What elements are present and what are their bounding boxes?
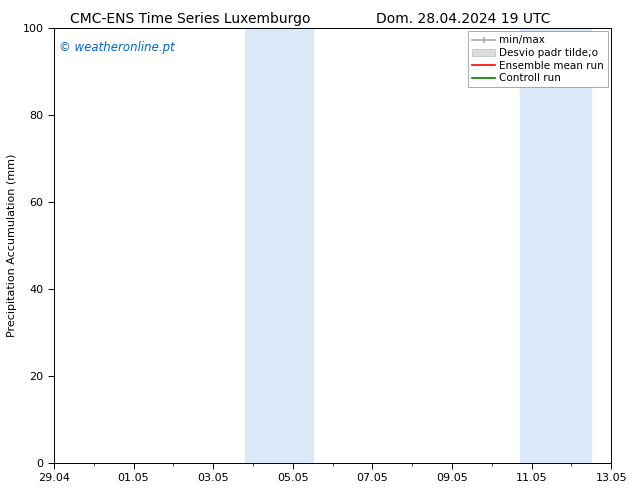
Y-axis label: Precipitation Accumulation (mm): Precipitation Accumulation (mm) <box>7 154 17 338</box>
Legend: min/max, Desvio padr tilde;o, Ensemble mean run, Controll run: min/max, Desvio padr tilde;o, Ensemble m… <box>468 31 608 87</box>
Text: CMC-ENS Time Series Luxemburgo: CMC-ENS Time Series Luxemburgo <box>70 12 311 26</box>
Bar <box>520 28 592 464</box>
Text: © weatheronline.pt: © weatheronline.pt <box>60 41 175 54</box>
Text: Dom. 28.04.2024 19 UTC: Dom. 28.04.2024 19 UTC <box>375 12 550 26</box>
Bar <box>245 28 313 464</box>
